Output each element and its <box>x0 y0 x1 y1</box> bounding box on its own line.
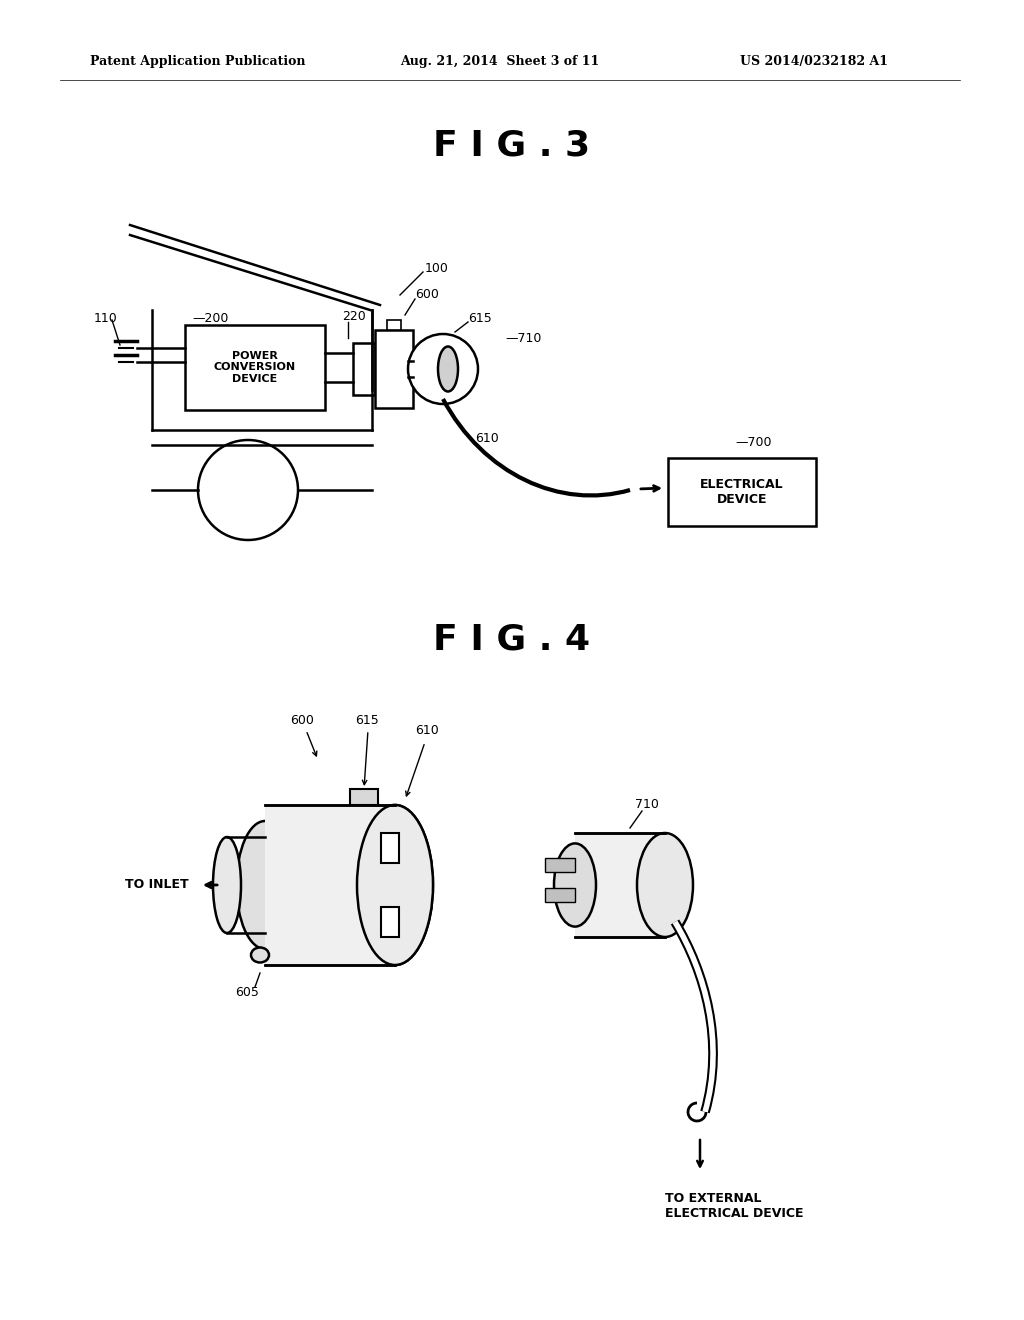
Circle shape <box>198 440 298 540</box>
Circle shape <box>408 334 478 404</box>
Bar <box>668 458 816 525</box>
Text: 605: 605 <box>234 986 259 999</box>
Text: 220: 220 <box>342 309 366 322</box>
Ellipse shape <box>357 805 433 965</box>
Text: POWER
CONVERSION
DEVICE: POWER CONVERSION DEVICE <box>214 351 296 384</box>
Text: —710: —710 <box>505 331 542 345</box>
Ellipse shape <box>213 837 241 933</box>
Text: TO INLET: TO INLET <box>125 879 188 891</box>
Text: TO EXTERNAL
ELECTRICAL DEVICE: TO EXTERNAL ELECTRICAL DEVICE <box>665 1192 804 1220</box>
Bar <box>381 833 399 863</box>
Ellipse shape <box>637 833 693 937</box>
Bar <box>353 343 375 395</box>
Text: 710: 710 <box>635 799 658 812</box>
Text: F I G . 3: F I G . 3 <box>433 128 591 162</box>
Bar <box>545 858 575 873</box>
Text: —700: —700 <box>735 436 771 449</box>
Ellipse shape <box>554 843 596 927</box>
Text: 610: 610 <box>415 723 438 737</box>
Text: 615: 615 <box>355 714 379 726</box>
Ellipse shape <box>357 805 433 965</box>
Text: 600: 600 <box>415 289 439 301</box>
Bar <box>185 325 325 411</box>
Text: ELECTRICAL
DEVICE: ELECTRICAL DEVICE <box>700 478 783 506</box>
Text: 110: 110 <box>94 312 118 325</box>
Bar <box>381 907 399 937</box>
Text: 615: 615 <box>468 312 492 325</box>
Text: —200: —200 <box>193 312 228 325</box>
Bar <box>575 833 665 937</box>
Bar <box>265 805 395 965</box>
Text: Patent Application Publication: Patent Application Publication <box>90 55 305 69</box>
Ellipse shape <box>237 821 294 949</box>
Bar <box>375 330 413 408</box>
Text: 600: 600 <box>290 714 314 726</box>
Text: 100: 100 <box>425 261 449 275</box>
Text: Aug. 21, 2014  Sheet 3 of 11: Aug. 21, 2014 Sheet 3 of 11 <box>400 55 599 69</box>
Bar <box>387 319 401 330</box>
Ellipse shape <box>251 948 269 962</box>
Bar <box>545 888 575 902</box>
Bar <box>350 789 378 805</box>
Text: US 2014/0232182 A1: US 2014/0232182 A1 <box>740 55 888 69</box>
Text: F I G . 4: F I G . 4 <box>433 623 591 657</box>
Text: 610: 610 <box>475 432 499 445</box>
Ellipse shape <box>438 346 458 392</box>
